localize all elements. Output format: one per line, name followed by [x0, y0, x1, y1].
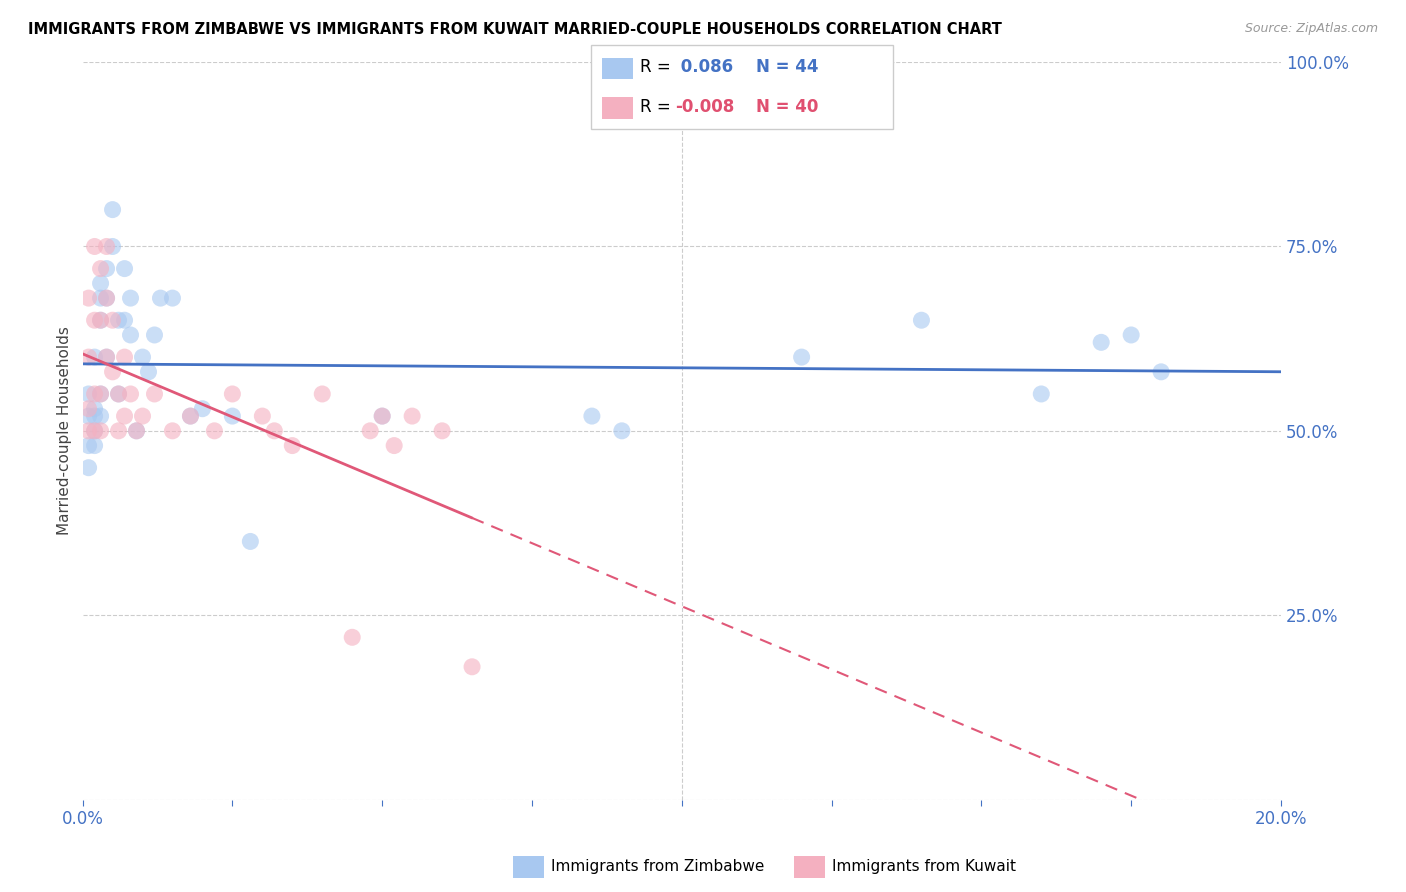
Point — [107, 313, 129, 327]
Point — [114, 350, 136, 364]
Point — [149, 291, 172, 305]
Point — [83, 350, 105, 364]
Point — [1121, 328, 1143, 343]
Point — [77, 350, 100, 364]
Point — [610, 424, 633, 438]
Point — [83, 387, 105, 401]
Point — [143, 328, 166, 343]
Y-axis label: Married-couple Households: Married-couple Households — [58, 326, 72, 535]
Text: N = 40: N = 40 — [756, 98, 818, 116]
Point — [83, 239, 105, 253]
Point — [162, 291, 184, 305]
Point — [101, 365, 124, 379]
Point — [143, 387, 166, 401]
Point — [371, 409, 394, 423]
Point — [114, 313, 136, 327]
Point — [179, 409, 201, 423]
Point — [342, 630, 364, 644]
Point — [204, 424, 226, 438]
Point — [90, 313, 112, 327]
Text: -0.008: -0.008 — [675, 98, 734, 116]
Point — [131, 409, 153, 423]
Point — [125, 424, 148, 438]
Point — [252, 409, 274, 423]
Text: R =: R = — [640, 98, 676, 116]
Point — [120, 328, 142, 343]
Point — [120, 291, 142, 305]
Point — [1150, 365, 1173, 379]
Point — [77, 387, 100, 401]
Point — [83, 424, 105, 438]
Text: N = 44: N = 44 — [756, 59, 818, 77]
Point — [96, 239, 118, 253]
Point — [281, 439, 304, 453]
Point — [239, 534, 262, 549]
Point — [263, 424, 285, 438]
Point — [101, 239, 124, 253]
Text: Immigrants from Zimbabwe: Immigrants from Zimbabwe — [551, 859, 765, 873]
Text: R =: R = — [640, 59, 676, 77]
Point — [83, 424, 105, 438]
Point — [311, 387, 333, 401]
Point — [90, 387, 112, 401]
Point — [125, 424, 148, 438]
Point — [114, 409, 136, 423]
Point — [430, 424, 453, 438]
Point — [96, 291, 118, 305]
Point — [77, 409, 100, 423]
Point — [179, 409, 201, 423]
Point — [221, 409, 243, 423]
Point — [90, 291, 112, 305]
Point — [77, 460, 100, 475]
Point — [1090, 335, 1112, 350]
Point — [77, 401, 100, 416]
Point — [90, 409, 112, 423]
Point — [90, 424, 112, 438]
Point — [120, 387, 142, 401]
Point — [96, 350, 118, 364]
Text: 0.086: 0.086 — [675, 59, 733, 77]
Point — [790, 350, 813, 364]
Point — [401, 409, 423, 423]
Point — [96, 261, 118, 276]
Point — [90, 313, 112, 327]
Point — [90, 387, 112, 401]
Point — [83, 313, 105, 327]
Point — [96, 291, 118, 305]
Point — [96, 350, 118, 364]
Point — [138, 365, 160, 379]
Point — [101, 313, 124, 327]
Point — [131, 350, 153, 364]
Text: Immigrants from Kuwait: Immigrants from Kuwait — [832, 859, 1017, 873]
Point — [382, 439, 405, 453]
Point — [461, 660, 484, 674]
Point — [90, 277, 112, 291]
Point — [83, 401, 105, 416]
Point — [359, 424, 381, 438]
Point — [90, 261, 112, 276]
Point — [77, 439, 100, 453]
Point — [101, 202, 124, 217]
Point — [371, 409, 394, 423]
Point — [581, 409, 603, 423]
Text: IMMIGRANTS FROM ZIMBABWE VS IMMIGRANTS FROM KUWAIT MARRIED-COUPLE HOUSEHOLDS COR: IMMIGRANTS FROM ZIMBABWE VS IMMIGRANTS F… — [28, 22, 1002, 37]
Point — [83, 439, 105, 453]
Point — [162, 424, 184, 438]
Point — [77, 424, 100, 438]
Point — [1031, 387, 1053, 401]
Text: Source: ZipAtlas.com: Source: ZipAtlas.com — [1244, 22, 1378, 36]
Point — [910, 313, 932, 327]
Point — [83, 409, 105, 423]
Point — [77, 291, 100, 305]
Point — [191, 401, 214, 416]
Point — [114, 261, 136, 276]
Point — [107, 387, 129, 401]
Point — [221, 387, 243, 401]
Point — [107, 424, 129, 438]
Point — [107, 387, 129, 401]
